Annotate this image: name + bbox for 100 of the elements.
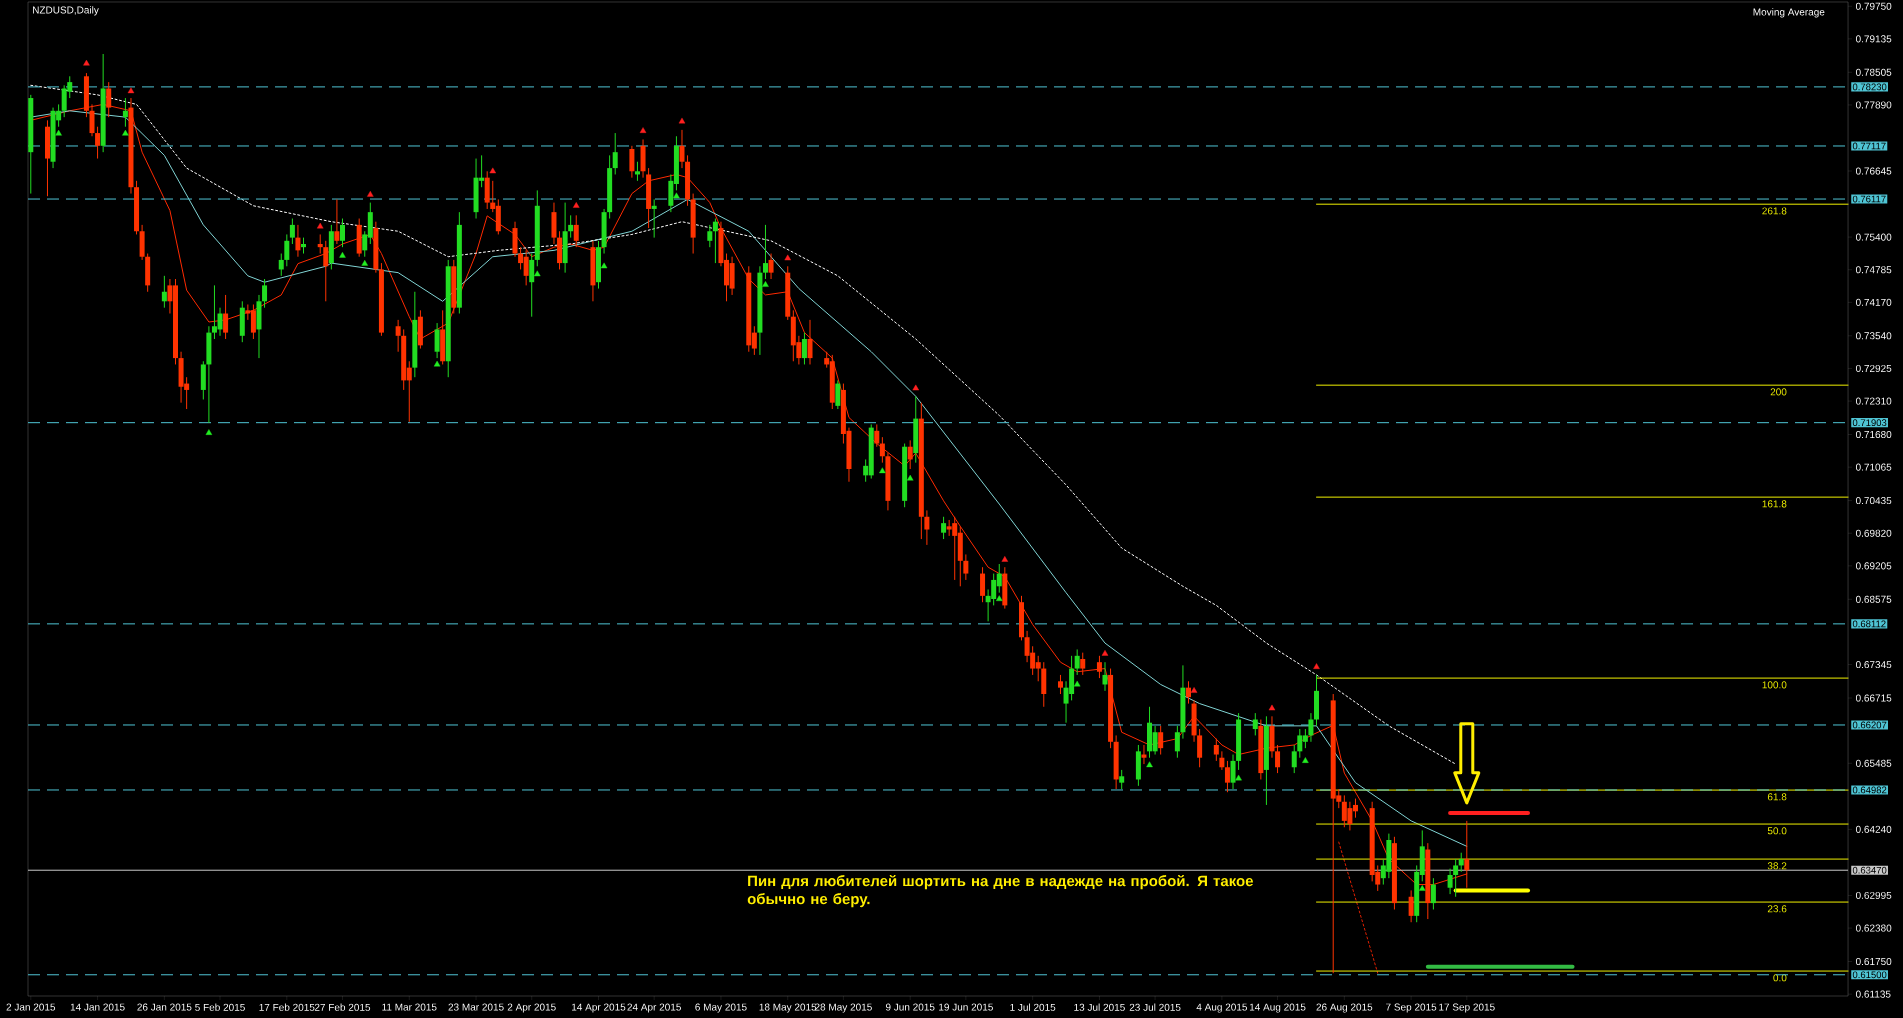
candlestick (284, 233, 290, 267)
y-tick-label: 0.67345 (1855, 661, 1892, 669)
y-tick-label: 0.74785 (1855, 266, 1892, 274)
point (433, 360, 441, 367)
y-tick-label: 0.75400 (1855, 233, 1892, 241)
point (339, 251, 346, 258)
y-tick-label: 0.73540 (1855, 332, 1892, 340)
point (600, 262, 608, 269)
candlestick (1308, 712, 1314, 743)
ref-line-label: 0.77117 (1852, 142, 1886, 150)
y-tick-label: 0.71065 (1855, 463, 1892, 471)
point (912, 384, 919, 391)
candlestick (529, 253, 535, 318)
x-tick-label: 14 Jan 2015 (70, 1003, 125, 1011)
series-label: 161.8 (1762, 500, 1787, 508)
x-tick-label: 27 Feb 2015 (314, 1003, 371, 1011)
candlestick (95, 126, 101, 160)
candlestick (1252, 712, 1258, 736)
point (361, 259, 368, 266)
point (1268, 704, 1276, 711)
candlestick (835, 379, 841, 410)
series-label: 61.8 (1767, 793, 1787, 801)
x-tick-label: 5 Feb 2015 (195, 1003, 245, 1011)
candlestick (1453, 858, 1459, 898)
point (678, 117, 686, 124)
candlestick (295, 224, 301, 258)
candlestick (801, 332, 807, 365)
point (673, 192, 680, 199)
candlestick (807, 319, 813, 365)
x-tick-label: 2 Jan 2015 (6, 1003, 56, 1011)
ref-line-label: 0.64982 (1852, 786, 1887, 794)
candlestick (1291, 744, 1297, 774)
candlestick (1102, 661, 1108, 692)
candlestick (395, 319, 401, 353)
series-label: 23.6 (1767, 905, 1787, 913)
x-tick-label: 18 May 2015 (759, 1003, 817, 1013)
candlestick (1057, 674, 1063, 695)
series-label: 100.0 (1762, 681, 1787, 689)
x-tick-label: 1 Jul 2015 (1010, 1003, 1056, 1011)
x-tick-label: 4 Aug 2015 (1196, 1003, 1248, 1013)
candlestick (317, 233, 323, 255)
candlestick (762, 224, 768, 280)
candlestick (339, 218, 345, 248)
x-tick-label: 23 Jul 2015 (1129, 1003, 1181, 1011)
point (906, 474, 914, 481)
candlestick (679, 129, 685, 169)
candlestick (768, 253, 774, 280)
candlestick (1174, 725, 1180, 759)
candlestick (879, 436, 885, 464)
y-tick-label: 0.77890 (1855, 101, 1892, 109)
x-tick-label: 23 Mar 2015 (448, 1003, 504, 1011)
y-tick-label: 0.61135 (1855, 990, 1891, 998)
series-label: 0.0 (1773, 974, 1787, 982)
x-tick-label: 7 Sep 2015 (1386, 1003, 1437, 1013)
point (83, 59, 90, 66)
ref-line-label: 0.63470 (1852, 866, 1887, 874)
point (122, 129, 129, 136)
candlestick (323, 240, 329, 302)
point (367, 190, 374, 197)
y-tick-label: 0.64240 (1855, 825, 1892, 833)
point (1235, 774, 1242, 781)
candlestick (980, 566, 986, 603)
candlestick (1447, 868, 1453, 895)
candlestick (122, 97, 128, 128)
point (1073, 680, 1081, 687)
candlestick (289, 218, 295, 245)
y-tick-label: 0.79135 (1855, 35, 1892, 43)
y-tick-label: 0.62995 (1855, 891, 1892, 899)
point (1313, 663, 1320, 669)
point (573, 202, 580, 208)
y-tick-label: 0.68575 (1855, 595, 1892, 603)
candlestick (1096, 655, 1102, 679)
candlestick (573, 214, 579, 248)
ref-line-label: 0.61500 (1852, 971, 1887, 979)
candlestick (712, 218, 718, 264)
candlestick (874, 423, 880, 448)
ref-line-label: 0.71903 (1852, 419, 1887, 427)
x-tick-label: 14 Apr 2015 (572, 1003, 626, 1013)
point (762, 281, 769, 287)
candlestick (278, 253, 284, 277)
ref-line-label: 0.66207 (1852, 721, 1887, 729)
candlestick (568, 214, 574, 239)
candlestick (1224, 760, 1230, 793)
candlestick (907, 439, 913, 470)
point (1419, 885, 1426, 891)
x-tick-label: 19 Jun 2015 (939, 1003, 993, 1011)
candlestick (612, 132, 618, 175)
point (534, 270, 541, 277)
y-tick-label: 0.61750 (1855, 957, 1892, 966)
y-tick-label: 0.79750 (1855, 2, 1892, 10)
point (489, 167, 496, 174)
candlestick (924, 509, 930, 546)
y-tick-label: 0.69205 (1855, 562, 1892, 570)
candlestick (629, 145, 635, 179)
x-tick-label: 6 May 2015 (695, 1003, 747, 1013)
candlestick (1074, 648, 1080, 676)
x-tick-label: 9 Jun 2015 (885, 1003, 935, 1011)
candlestick (1080, 652, 1086, 676)
candlestick (1219, 750, 1225, 771)
point (1001, 556, 1009, 562)
